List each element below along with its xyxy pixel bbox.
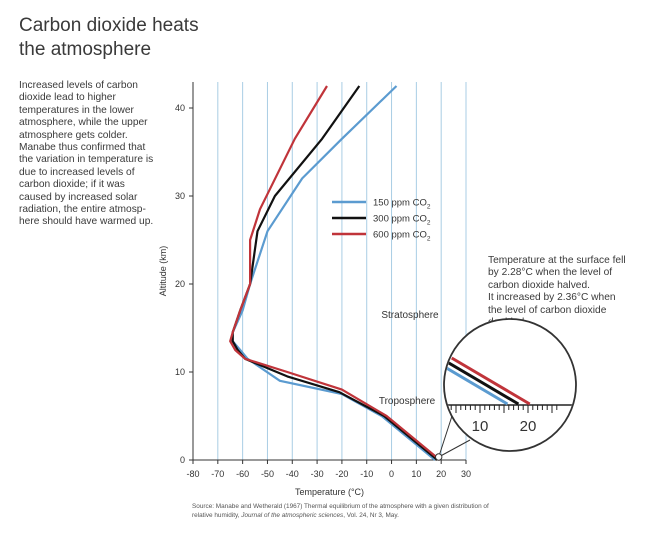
source-suffix: , Vol. 24, Nr 3, May. [343, 512, 399, 519]
x-tick-label: 30 [461, 469, 471, 479]
y-tick-label: 0 [180, 455, 185, 465]
x-tick-label: 20 [436, 469, 446, 479]
x-tick-label: -20 [335, 469, 348, 479]
region-label-troposphere: Troposphere [379, 396, 436, 407]
surface-point-marker [435, 453, 443, 461]
magnifier-pointer [438, 439, 471, 458]
source-citation: Source: Manabe and Wetherald (1967) Ther… [192, 502, 492, 520]
legend-subscript: 2 [427, 220, 431, 227]
y-tick-label: 30 [175, 191, 185, 201]
legend-subscript: 2 [427, 236, 431, 243]
x-tick-label: 0 [389, 469, 394, 479]
source-prefix: Source: Manabe and Wetherald (1967) Ther… [192, 503, 489, 519]
magnifier-series-line-1 [445, 356, 520, 406]
magnifier-background [444, 319, 576, 451]
y-tick-label: 40 [175, 103, 185, 113]
x-tick-label: -80 [186, 469, 199, 479]
x-tick-label: -60 [236, 469, 249, 479]
magnifier-content: 10 20 [445, 356, 575, 435]
legend-label-2: 600 ppm CO2 [373, 230, 431, 243]
x-tick-label: 10 [411, 469, 421, 479]
note-line-1: Temperature at the surface fell by 2.28°… [488, 255, 626, 291]
magnifier-tick-label: 20 [520, 418, 537, 435]
magnifier-tick-label: 10 [472, 418, 489, 435]
series-line-2 [229, 85, 441, 461]
legend-label-1: 300 ppm CO2 [373, 214, 431, 227]
y-axis-label: Altitude (km) [158, 246, 168, 297]
region-label-stratosphere: Stratosphere [381, 310, 439, 321]
x-tick-label: -10 [360, 469, 373, 479]
y-tick-label: 10 [175, 367, 185, 377]
description-text: Increased levels of carbon dioxide lead … [19, 80, 154, 228]
x-axis-label: Temperature (°C) [295, 487, 364, 497]
chart-title: Carbon dioxide heats the atmosphere [19, 15, 199, 60]
legend-subscript: 2 [427, 204, 431, 211]
y-tick-label: 20 [175, 279, 185, 289]
x-tick-label: -50 [261, 469, 274, 479]
legend-label-0: 150 ppm CO2 [373, 198, 431, 211]
source-journal: Journal of the atmospheric sciences [241, 512, 344, 519]
magnifier-pointer [438, 415, 453, 458]
x-tick-label: -30 [311, 469, 324, 479]
magnifier-series-line-0 [445, 356, 509, 406]
x-tick-label: -40 [286, 469, 299, 479]
series-line-1 [231, 85, 439, 461]
x-tick-label: -70 [211, 469, 224, 479]
magnifier-border [443, 318, 577, 452]
magnifier-series-line-2 [450, 356, 531, 406]
